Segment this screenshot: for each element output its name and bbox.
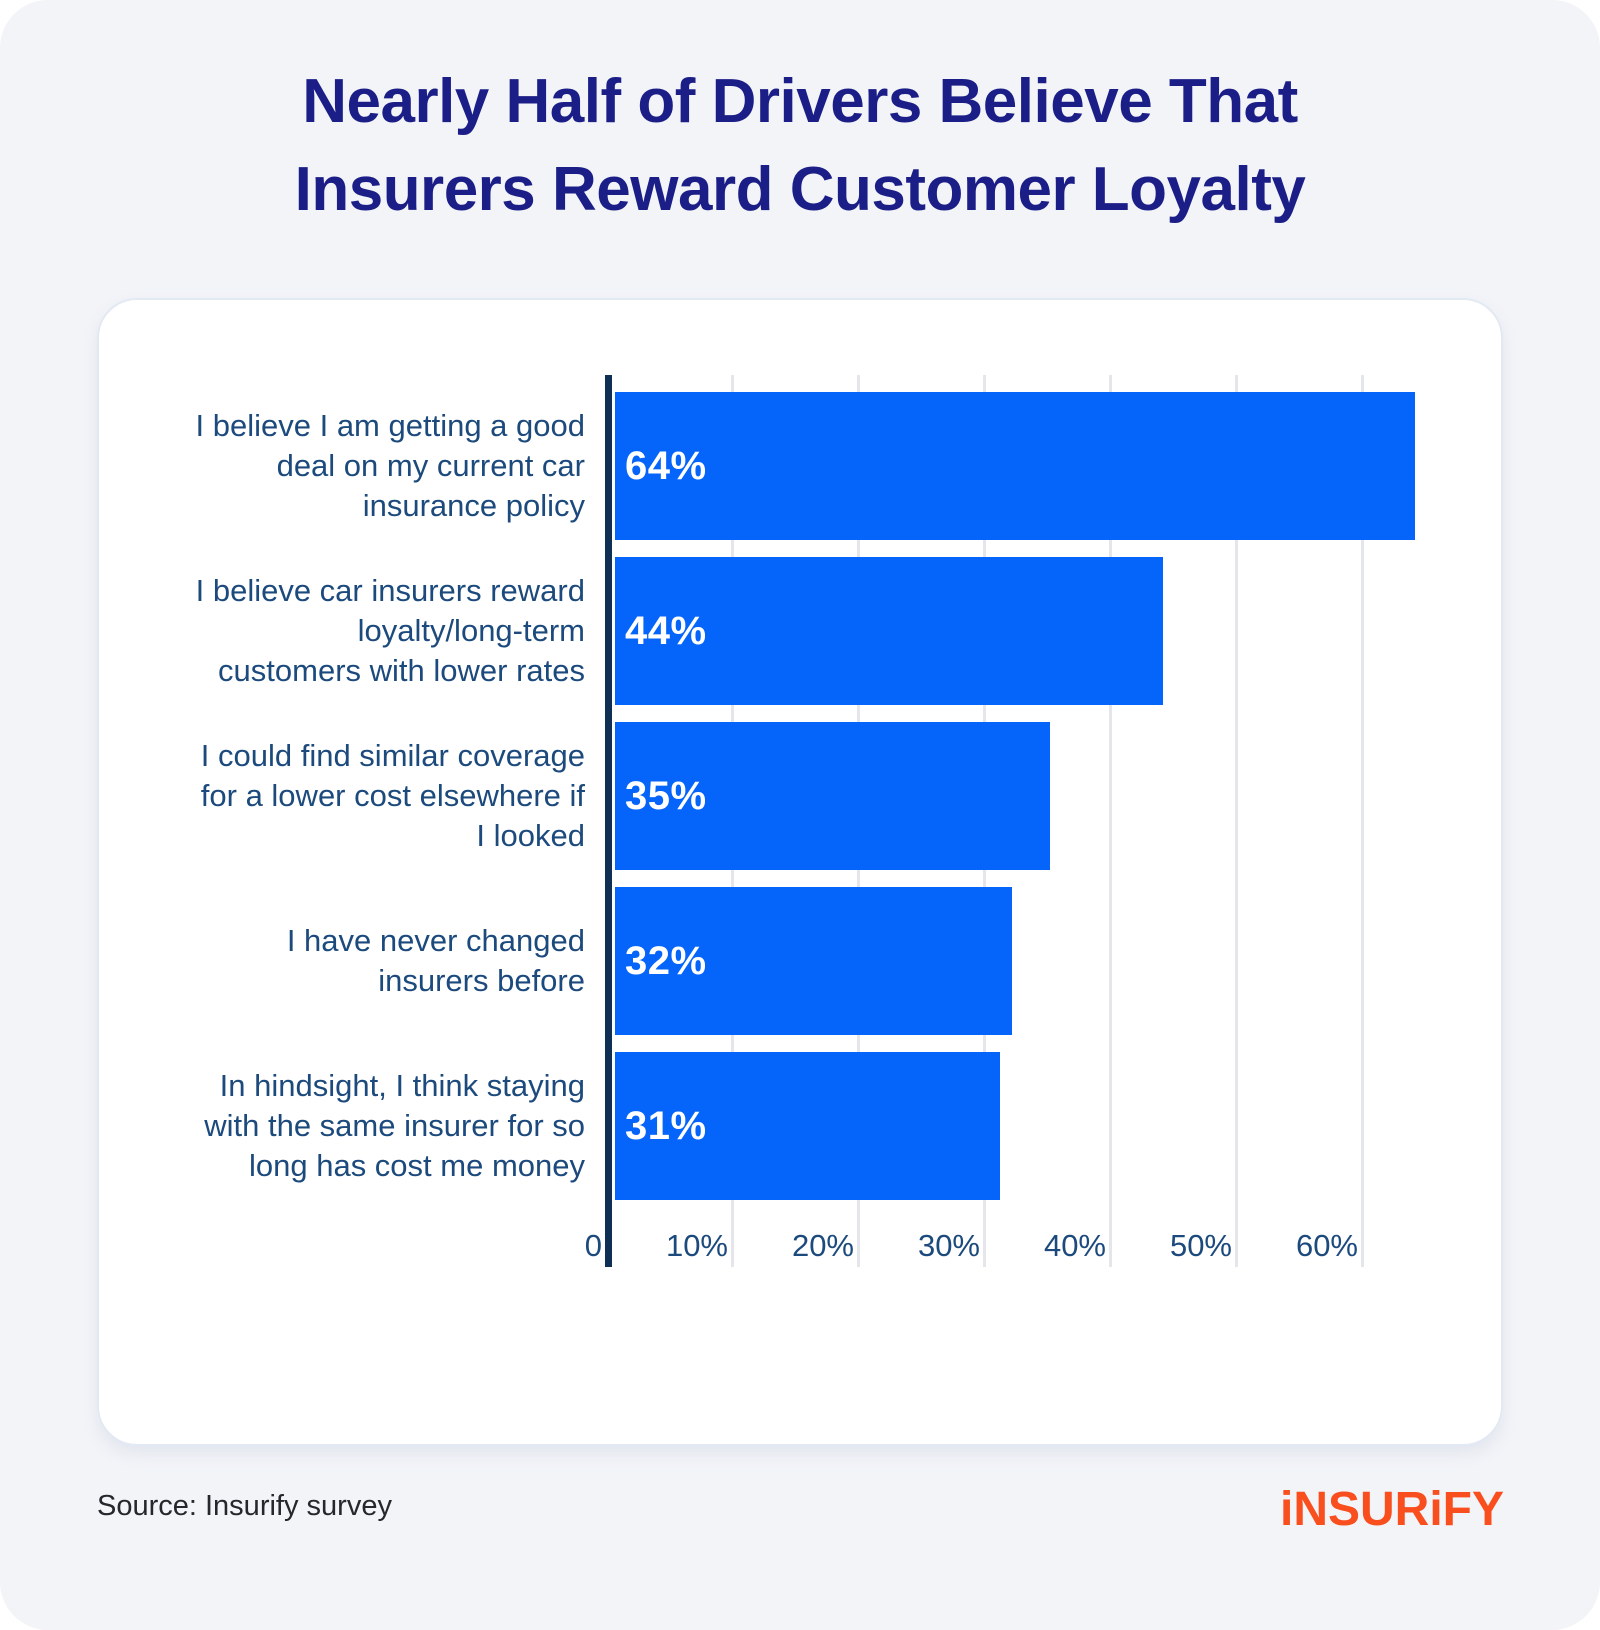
bar-value-label: 32% <box>625 938 707 983</box>
bar: 35% <box>615 722 1050 870</box>
x-tick-label: 50% <box>1169 1228 1232 1263</box>
gridline-60 <box>1361 375 1364 1267</box>
x-tick-label: 60% <box>1295 1228 1358 1263</box>
x-tick-label: 20% <box>791 1228 854 1263</box>
x-tick-label: 40% <box>1043 1228 1106 1263</box>
category-label: I have never changed insurers before <box>286 923 585 998</box>
bar-value-label: 64% <box>625 443 707 488</box>
page-title: Nearly Half of Drivers Believe That Insu… <box>294 67 1306 224</box>
bar: 31% <box>615 1052 1000 1200</box>
y-axis-line <box>605 375 612 1267</box>
bar: 32% <box>615 887 1012 1035</box>
bar: 44% <box>615 557 1163 705</box>
category-label: In hindsight, I think staying with the s… <box>204 1068 585 1183</box>
gridline-40 <box>1109 375 1112 1267</box>
x-tick-label: 0 <box>584 1228 602 1263</box>
x-tick-label: 30% <box>917 1228 980 1263</box>
category-label: I believe I am getting a good deal on my… <box>195 408 585 523</box>
insurify-logo: iNSURiFY <box>1279 1483 1504 1536</box>
gridline-50 <box>1235 375 1238 1267</box>
bar-value-label: 31% <box>625 1103 707 1148</box>
bar-value-label: 44% <box>625 608 707 653</box>
source-note: Source: Insurify survey <box>97 1490 392 1522</box>
bar: 64% <box>615 392 1415 540</box>
x-tick-label: 10% <box>665 1228 728 1263</box>
bar-value-label: 35% <box>625 773 707 818</box>
category-label: I could find similar coverage for a lowe… <box>200 738 585 853</box>
category-label: I believe car insurers reward loyalty/lo… <box>195 573 585 688</box>
